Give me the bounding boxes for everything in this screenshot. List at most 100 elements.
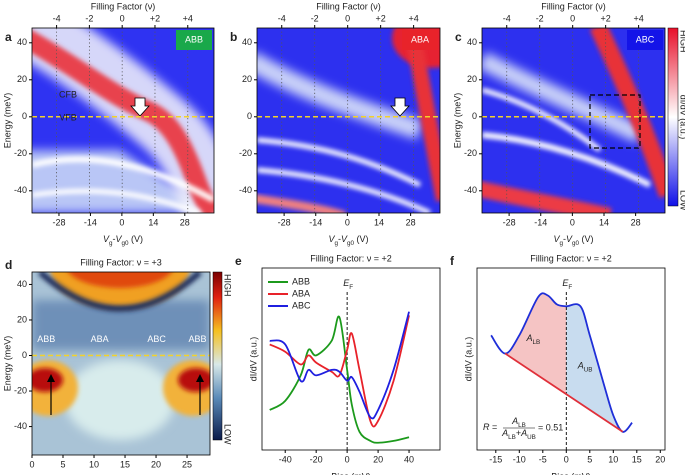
heatmap-feature <box>589 28 665 198</box>
top-tick-label: 0 <box>345 13 350 23</box>
top-tick-label: -2 <box>536 13 544 23</box>
heatmap-feature <box>482 87 602 153</box>
x-tick-label: 10 <box>608 454 618 464</box>
region-label: ABB <box>189 334 207 344</box>
label-part: (V) <box>579 234 594 244</box>
x-tick-label: -28 <box>278 217 291 227</box>
y-tick-label: -40 <box>14 185 27 195</box>
heatmap-feature <box>32 156 214 203</box>
series-line <box>490 292 633 433</box>
label-part: UB <box>584 366 593 373</box>
badge-label: ABB <box>185 34 203 44</box>
region-label: ABB <box>37 334 55 344</box>
frame <box>481 27 666 214</box>
x-tick-label: 14 <box>599 217 609 227</box>
x-tick-label: 0 <box>29 459 34 469</box>
label-part: + <box>516 428 521 438</box>
panel-title: Filling Factor: ν = +3 <box>80 257 162 267</box>
y-axis-label: dI/dV (a.u.) <box>248 337 258 382</box>
arrow-head <box>47 374 55 382</box>
x-tick-label: 14 <box>148 217 158 227</box>
label-part: V <box>341 234 348 244</box>
heatmap-feature <box>257 194 347 213</box>
heatmap-feature <box>178 368 210 392</box>
top-tick-label: +4 <box>183 13 193 23</box>
heatmap-image <box>32 28 214 213</box>
fermi-label: EF <box>343 278 353 291</box>
top-tick-label: -4 <box>278 13 286 23</box>
formula: ALB <box>511 416 526 429</box>
x-tick-label: 15 <box>632 454 642 464</box>
label-part: A <box>577 361 584 371</box>
x-tick-label: -5 <box>539 454 547 464</box>
x-tick-label: -28 <box>503 217 516 227</box>
heatmap-feature <box>257 167 432 213</box>
fermi-label: EF <box>562 278 572 291</box>
area-label: ALB <box>526 333 541 346</box>
label-part: LB <box>518 422 526 429</box>
x-tick-label: 25 <box>182 459 192 469</box>
heatmap-feature <box>32 30 214 213</box>
y-tick-label: 20 <box>17 74 27 84</box>
label-part: V <box>566 234 573 244</box>
heatmap-feature <box>257 52 424 140</box>
heatmap-feature <box>32 188 201 213</box>
arrow-head <box>196 374 204 382</box>
x-axis-label: Vg-Vg0 (V) <box>103 234 143 247</box>
colorbar <box>212 271 223 441</box>
label-part: A <box>526 333 533 343</box>
label-part: R <box>483 422 490 432</box>
legend-label: ABA <box>292 288 310 298</box>
legend-label: ABB <box>292 276 310 286</box>
y-axis-label: Energy (meV) <box>2 336 12 392</box>
x-tick-label: 20 <box>373 454 383 464</box>
y-tick-label: 0 <box>247 111 252 121</box>
label-part: = <box>490 422 498 432</box>
frame <box>261 267 441 451</box>
x-axis-label: Bias (mV) <box>551 471 591 475</box>
x-tick-label: 0 <box>119 217 124 227</box>
x-axis-label: Vg-Vg0 (V) <box>328 234 368 247</box>
y-tick-label: 0 <box>22 111 27 121</box>
heatmap-feature <box>482 52 645 144</box>
top-axis-label: Filling Factor (ν) <box>91 1 156 11</box>
label-part: - <box>563 234 566 244</box>
x-tick-label: -10 <box>513 454 526 464</box>
label-part: g <box>109 240 113 247</box>
label-part: A <box>511 416 518 426</box>
y-tick-label: -40 <box>239 185 252 195</box>
annotation: VFB <box>59 112 77 122</box>
heatmap-feature <box>482 132 652 188</box>
x-tick-label: 40 <box>404 454 414 464</box>
colorbar-label: dI/dV (a.u.) <box>679 95 685 140</box>
y-tick-label: 40 <box>242 37 252 47</box>
x-tick-label: -28 <box>52 217 65 227</box>
x-axis-label: Bias (mV) <box>331 471 371 475</box>
x-tick-label: 0 <box>570 217 575 227</box>
x-tick-label: -14 <box>84 217 97 227</box>
colorbar-low: LOW <box>679 190 685 211</box>
top-tick-label: -4 <box>53 13 61 23</box>
region-label: ABC <box>147 334 166 344</box>
top-axis-label: Filling Factor (ν) <box>541 1 606 11</box>
top-tick-label: +2 <box>150 13 160 23</box>
top-tick-label: 0 <box>120 13 125 23</box>
frame <box>256 27 441 214</box>
badge <box>627 30 663 50</box>
label-part: F <box>349 284 353 291</box>
label-part: V <box>116 234 123 244</box>
y-tick-label: 0 <box>22 350 27 360</box>
formula: = 0.51 <box>538 422 563 432</box>
colorbar-low: LOW <box>223 424 233 445</box>
y-tick-label: 40 <box>17 37 27 47</box>
y-tick-label: -40 <box>464 185 477 195</box>
heatmap-feature <box>68 272 172 288</box>
heatmap-image <box>32 272 210 455</box>
y-tick-label: -20 <box>14 148 27 158</box>
badge <box>402 30 438 50</box>
y-tick-label: 0 <box>472 111 477 121</box>
label-part: E <box>343 278 350 288</box>
label-part: V <box>328 234 335 244</box>
badge-label: ABC <box>636 34 655 44</box>
